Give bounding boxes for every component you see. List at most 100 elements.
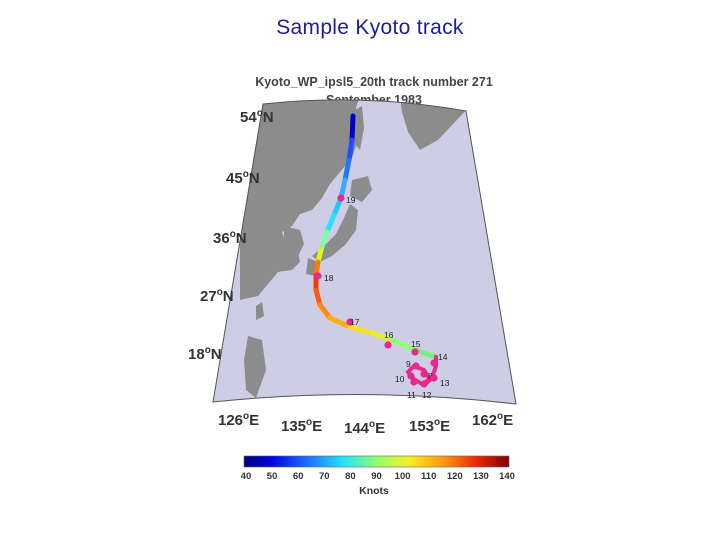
colorbar-tick-label: 140 <box>499 471 515 482</box>
degree-symbol: o <box>369 419 375 430</box>
lon-label-144: 144oE <box>344 419 385 437</box>
track-segment <box>317 302 333 321</box>
track-marker <box>314 272 322 280</box>
lon-label-126: 126oE <box>218 411 259 429</box>
track-marker-label: 15 <box>411 339 421 349</box>
track-marker <box>407 372 415 380</box>
lat-label-36: 36oN <box>213 229 247 247</box>
track-marker-label: 10 <box>395 374 405 384</box>
track-marker-label: 8 <box>428 371 433 381</box>
degree-symbol: o <box>243 169 249 180</box>
colorbar-tick-label: 100 <box>395 471 411 482</box>
track-marker-label: 16 <box>384 330 394 340</box>
korean-peninsula <box>284 226 304 256</box>
colorbar-tick-label: 40 <box>241 471 252 482</box>
hokkaido-island <box>350 176 372 202</box>
track-segment <box>327 315 353 330</box>
colorbar-tick-label: 60 <box>293 471 304 482</box>
degree-symbol: o <box>497 411 503 422</box>
track-marker <box>337 194 345 202</box>
colorbar-tick-label: 90 <box>371 471 382 482</box>
track-segment <box>318 229 330 253</box>
lat-label-suffix: N <box>236 230 247 247</box>
lon-label-value: 135 <box>281 418 306 435</box>
lon-label-value: 144 <box>344 420 370 437</box>
track-marker <box>346 318 354 326</box>
lat-label-45: 45oN <box>226 169 260 187</box>
lat-label-suffix: N <box>211 346 222 363</box>
lon-label-135: 135oE <box>281 417 322 435</box>
lon-label-value: 153 <box>409 418 434 435</box>
colorbar-tick-label: 130 <box>473 471 489 482</box>
map-frame <box>212 99 517 405</box>
lon-label-value: 162 <box>472 412 497 429</box>
lat-label-value: 18 <box>188 346 205 363</box>
philippines <box>244 336 266 398</box>
track-marker-label: 12 <box>422 390 432 400</box>
colorbar-ticks: 40 50 60 70 80 90 100 110 120 130 140 <box>241 471 515 482</box>
track-marker <box>384 341 392 349</box>
lon-label-suffix: E <box>440 418 450 435</box>
track-marker <box>420 370 428 378</box>
degree-symbol: o <box>243 411 249 422</box>
lon-label-suffix: E <box>249 412 259 429</box>
track-marker-label: 13 <box>440 378 450 388</box>
track-segment <box>347 324 375 336</box>
track-segment <box>349 113 356 143</box>
colorbar-tick-label: 80 <box>345 471 356 482</box>
degree-symbol: o <box>306 417 312 428</box>
track-segment <box>389 337 418 353</box>
degree-symbol: o <box>257 108 263 119</box>
track-marker <box>410 378 418 386</box>
track-marker <box>420 380 428 388</box>
lon-label-value: 126 <box>218 412 243 429</box>
map-title-line-1: Kyoto_WP_ipsl5_20th track number 271 <box>255 75 493 89</box>
colorbar-tick-label: 50 <box>267 471 278 482</box>
track-marker-label: 18 <box>324 273 334 283</box>
lon-label-162: 162oE <box>472 411 513 429</box>
lat-label-suffix: N <box>223 288 234 305</box>
track-segment <box>346 137 355 163</box>
track-marker <box>430 359 438 367</box>
sakhalin-island <box>355 106 364 150</box>
lat-label-suffix: N <box>263 109 274 126</box>
longitude-labels: 126oE 135oE 144oE 153oE 162oE <box>218 411 513 437</box>
track-marker <box>411 348 419 356</box>
lat-label-value: 27 <box>200 288 217 305</box>
lat-label-54: 54oN <box>240 108 274 126</box>
track-segment <box>369 330 395 343</box>
taiwan-island <box>256 302 264 320</box>
lat-label-value: 54 <box>240 109 257 126</box>
lon-label-suffix: E <box>503 412 513 429</box>
lat-label-18: 18oN <box>188 345 222 363</box>
colorbar <box>243 455 510 468</box>
colorbar-tick-label: 110 <box>421 471 436 482</box>
colorbar-tick-label: 120 <box>447 471 463 482</box>
lat-label-value: 36 <box>213 230 230 247</box>
track-marker-label: 19 <box>346 195 356 205</box>
track-segment <box>313 287 323 308</box>
degree-symbol: o <box>205 345 211 356</box>
lat-label-27: 27oN <box>200 287 234 305</box>
track-marker <box>412 362 420 370</box>
track-marker-label: 9 <box>406 359 411 369</box>
colorbar-tick-label: 70 <box>319 471 330 482</box>
landmass-group <box>240 99 470 398</box>
slide-title: Sample Kyoto track <box>276 16 464 39</box>
track-marker <box>430 374 438 382</box>
track-marker-label: 17 <box>350 317 360 327</box>
track-marker-label: 11 <box>407 390 416 400</box>
lon-label-suffix: E <box>312 418 322 435</box>
lat-label-suffix: N <box>249 170 260 187</box>
degree-symbol: o <box>217 287 223 298</box>
track-marker-label: 14 <box>438 352 448 362</box>
track-segment <box>342 157 352 183</box>
degree-symbol: o <box>230 229 236 240</box>
asia-mainland <box>240 99 360 300</box>
colorbar-title: Knots <box>359 485 389 497</box>
degree-symbol: o <box>434 417 440 428</box>
lon-label-suffix: E <box>375 420 385 437</box>
lon-label-153: 153oE <box>409 417 450 435</box>
